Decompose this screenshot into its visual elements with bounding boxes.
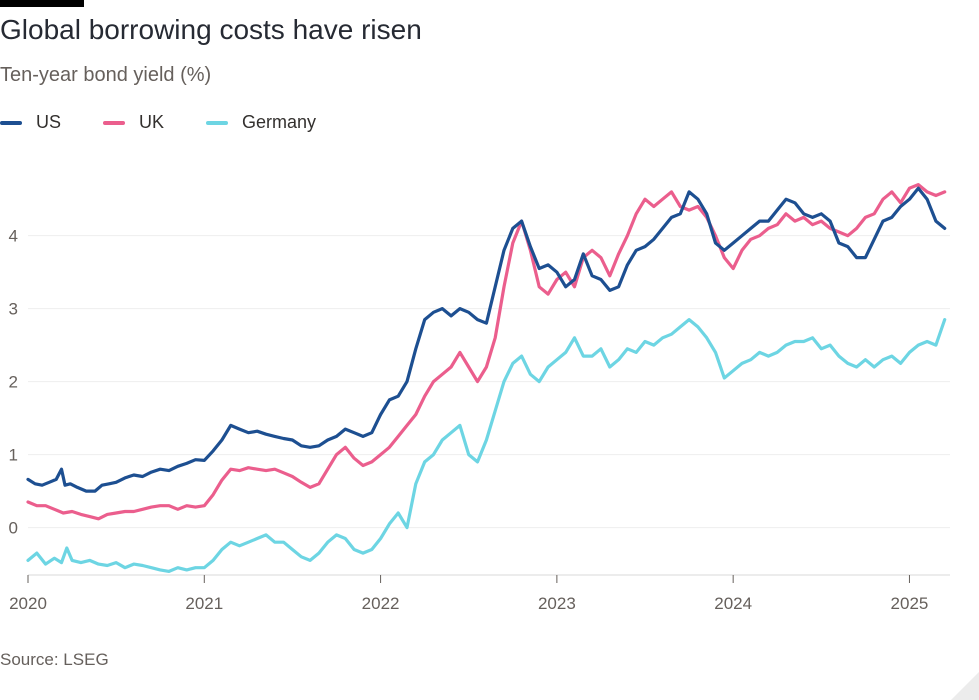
label-layer: 0 1 2 3 4 2020 2021 2022 2023 2024 2025 [9, 227, 929, 613]
legend-label-germany: Germany [242, 112, 317, 132]
legend-label-uk: UK [139, 112, 165, 132]
legend-swatch-uk [103, 120, 126, 125]
series-line-us [26, 186, 947, 493]
x-tick-label-2021: 2021 [185, 594, 223, 613]
series-layer [26, 183, 947, 573]
x-tick-label-2022: 2022 [362, 594, 400, 613]
series-line-germany [26, 318, 947, 573]
y-tick-label-1: 1 [9, 446, 18, 465]
axis-layer [27, 574, 950, 583]
legend-item-uk: UK [103, 112, 164, 133]
grid-layer [28, 235, 950, 529]
legend-label-us: US [36, 112, 62, 132]
chart-title: Global borrowing costs have risen [0, 14, 422, 45]
y-tick-label-3: 3 [9, 300, 18, 319]
legend: US UK Germany [0, 112, 358, 133]
source-note: Source: LSEG [0, 650, 109, 669]
legend-swatch-germany [206, 120, 229, 125]
chart-subtitle: Ten-year bond yield (%) [0, 64, 212, 86]
brand-bar [0, 0, 84, 7]
y-tick-label-2: 2 [9, 373, 18, 392]
x-tick-label-2020: 2020 [9, 594, 47, 613]
x-tick-label-2023: 2023 [538, 594, 576, 613]
y-tick-label-0: 0 [9, 519, 18, 538]
legend-swatch-us [0, 120, 22, 125]
x-tick-label-2024: 2024 [714, 594, 752, 613]
line-chart: 0 1 2 3 4 2020 2021 2022 2023 2024 2025 [9, 183, 950, 613]
series-line-uk [26, 183, 947, 521]
legend-item-us: US [0, 112, 61, 133]
x-tick-label-2025: 2025 [891, 594, 929, 613]
y-tick-label-4: 4 [9, 227, 18, 246]
legend-item-germany: Germany [206, 112, 316, 133]
corner-fold [951, 672, 979, 700]
